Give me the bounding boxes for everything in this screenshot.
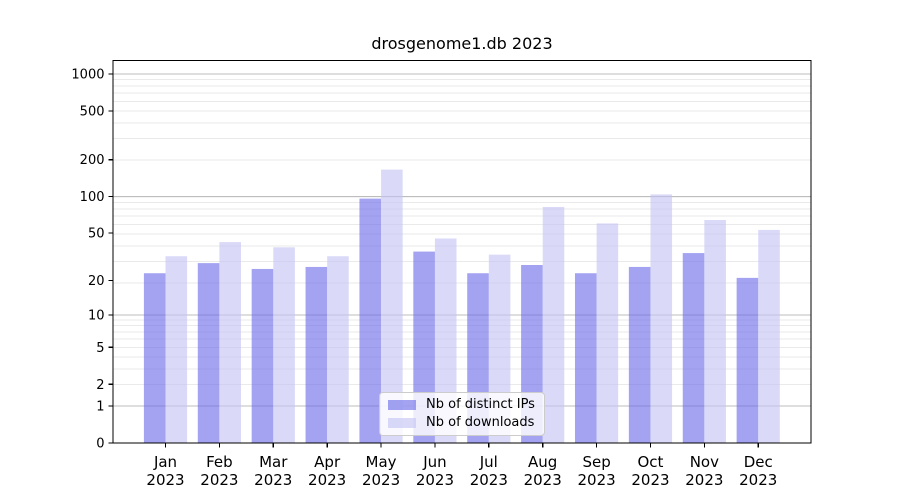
y-tick-label: 0 [96,437,104,452]
y-tick-label: 20 [88,274,105,289]
x-tick-label-month: Jun [422,453,446,471]
legend-row-distinct-ips: Nb of distinct IPs [388,396,536,414]
legend-swatch-downloads [388,418,416,428]
x-tick-label-year: 2023 [577,471,615,489]
x-tick-label-year: 2023 [362,471,400,489]
x-tick-label-year: 2023 [254,471,292,489]
x-tick-label-month: Sep [582,453,610,471]
bar-oct-ips [628,266,651,443]
x-tick-label-year: 2023 [308,471,346,489]
x-tick-label-month: Aug [528,453,557,471]
plot-border [112,59,812,444]
y-tick-label: 1 [96,399,104,414]
bar-jan-downloads [165,256,188,443]
bar-sep-downloads [596,223,619,443]
y-tick-label: 100 [80,190,105,205]
bar-aug-downloads [542,206,565,443]
x-tick-label-year: 2023 [470,471,508,489]
bar-jan-ips [143,273,166,443]
legend: Nb of distinct IPs Nb of downloads [379,392,545,436]
legend-label-distinct-ips: Nb of distinct IPs [426,397,535,412]
x-tick-label-year: 2023 [200,471,238,489]
bar-nov-downloads [704,220,726,443]
y-tick-label: 500 [80,104,105,119]
x-tick-label-month: Jan [153,453,177,471]
bar-oct-downloads [650,194,673,443]
minor-gridlines [113,73,811,385]
x-tick-label-year: 2023 [739,471,777,489]
x-tick-label-year: 2023 [685,471,723,489]
bar-dec-ips [736,277,759,443]
bar-mar-downloads [273,247,295,443]
y-tick-label: 2 [96,378,104,393]
y-tick-label: 200 [80,153,105,168]
bar-mar-ips [251,268,274,443]
x-tick-label-month: Feb [206,453,233,471]
bar-apr-ips [305,266,328,443]
x-tick-label-month: Mar [259,453,288,471]
y-tick-label: 5 [96,341,104,356]
bar-feb-downloads [219,242,241,443]
y-tick-label: 10 [88,308,105,323]
legend-swatch-distinct-ips [388,400,416,410]
bar-dec-downloads [758,229,780,443]
bar-may-downloads [381,169,403,443]
x-tick-label-year: 2023 [146,471,184,489]
bar-apr-downloads [327,256,349,443]
x-tick-label-month: Nov [690,453,719,471]
y-tick-label: 50 [88,226,105,241]
x-tick-label-year: 2023 [631,471,669,489]
series-downloads [165,169,780,443]
bar-sep-ips [574,273,597,443]
x-tick-label-month: Jul [479,453,498,471]
x-axis: Jan2023Feb2023Mar2023Apr2023May2023Jun20… [146,443,777,489]
x-tick-label-month: Oct [637,453,663,471]
bar-jun-downloads [434,238,457,443]
x-tick-label-year: 2023 [416,471,454,489]
x-tick-label-year: 2023 [524,471,562,489]
legend-label-downloads: Nb of downloads [426,415,535,430]
legend-row-downloads: Nb of downloads [388,414,536,432]
x-tick-label-month: Dec [744,453,773,471]
x-tick-label-month: Apr [314,453,341,471]
y-tick-label: 1000 [71,67,104,82]
bar-may-ips [359,198,382,443]
bar-feb-ips [197,263,220,443]
chart-title: drosgenome1.db 2023 [371,34,553,53]
bar-nov-ips [682,253,705,443]
x-tick-label-month: May [366,453,397,471]
